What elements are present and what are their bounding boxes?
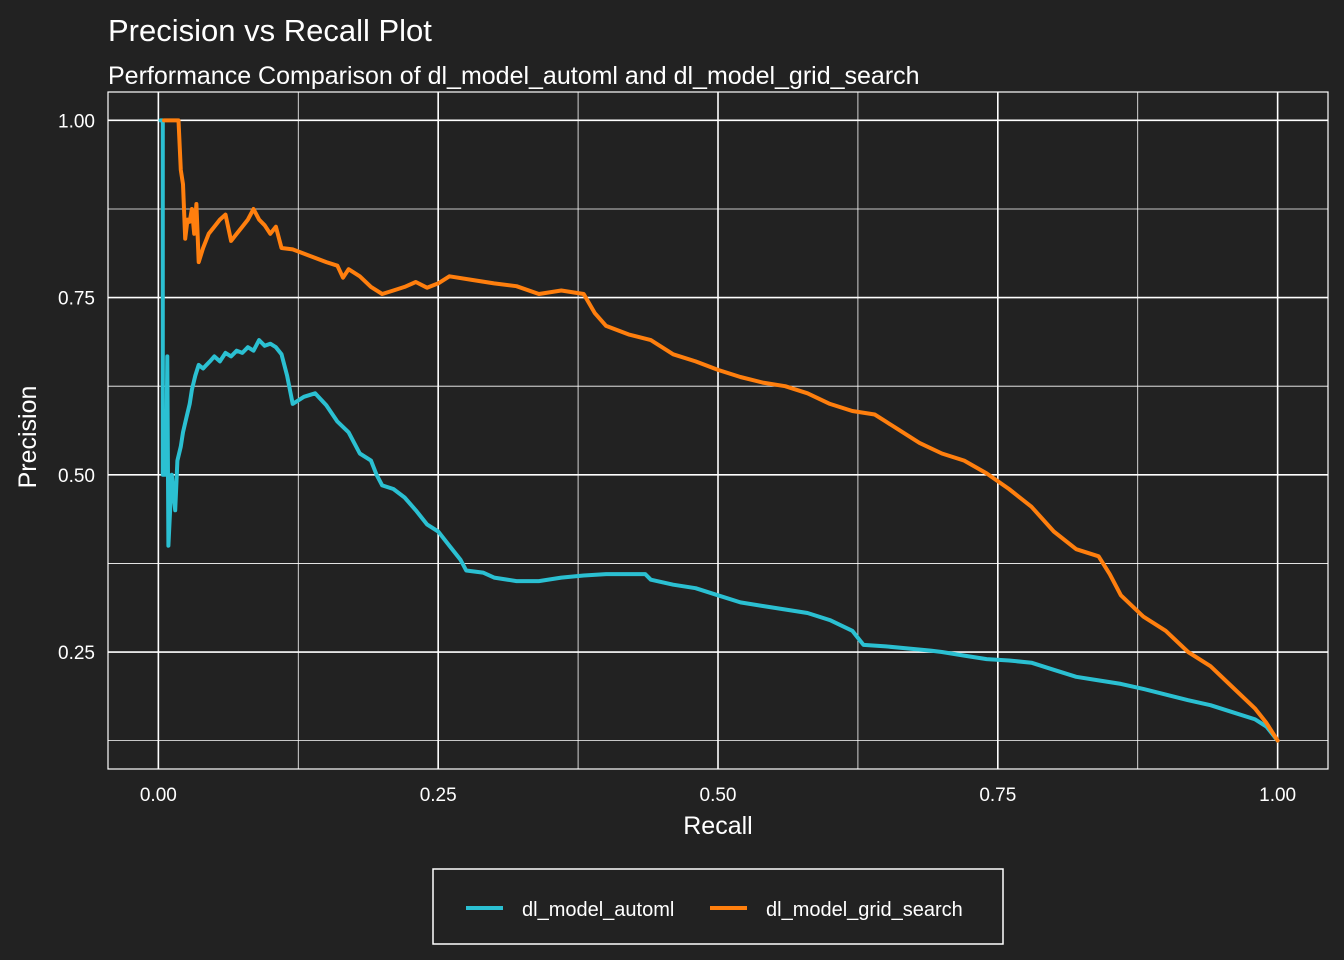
x-tick-label-2: 0.50 bbox=[700, 785, 737, 806]
x-tick-label-4: 1.00 bbox=[1259, 785, 1296, 806]
series-line-dl-model-automl bbox=[158, 118, 1280, 743]
chart-title: Precision vs Recall Plot bbox=[108, 13, 432, 48]
legend-box bbox=[432, 868, 1004, 945]
axis-tick-labels: 0.00 0.25 0.50 0.75 1.00 0.25 0.50 0.75 1.00 bbox=[58, 111, 1296, 806]
chart-subtitle: Performance Comparison of dl_model_autom… bbox=[108, 62, 920, 90]
y-tick-label-2: 0.75 bbox=[58, 289, 95, 310]
x-axis-label: Recall bbox=[683, 812, 752, 840]
plot-series bbox=[158, 118, 1280, 743]
legend-label-dl-model-grid-search: dl_model_grid_search bbox=[766, 899, 963, 921]
x-tick-label-0: 0.00 bbox=[140, 785, 177, 806]
grid-lines bbox=[108, 92, 1328, 769]
plot-panel-border bbox=[107, 91, 1329, 770]
x-tick-label-3: 0.75 bbox=[979, 785, 1016, 806]
legend-label-dl-model-automl: dl_model_automl bbox=[522, 899, 674, 921]
y-axis-label: Precision bbox=[14, 386, 42, 489]
x-tick-label-1: 0.25 bbox=[420, 785, 457, 806]
y-tick-label-1: 0.50 bbox=[58, 466, 95, 487]
y-tick-label-3: 1.00 bbox=[58, 111, 95, 132]
series-line-dl-model-grid-search bbox=[162, 118, 1280, 743]
legend: dl_model_automl dl_model_grid_search bbox=[432, 868, 1004, 945]
y-tick-label-0: 0.25 bbox=[58, 643, 95, 664]
